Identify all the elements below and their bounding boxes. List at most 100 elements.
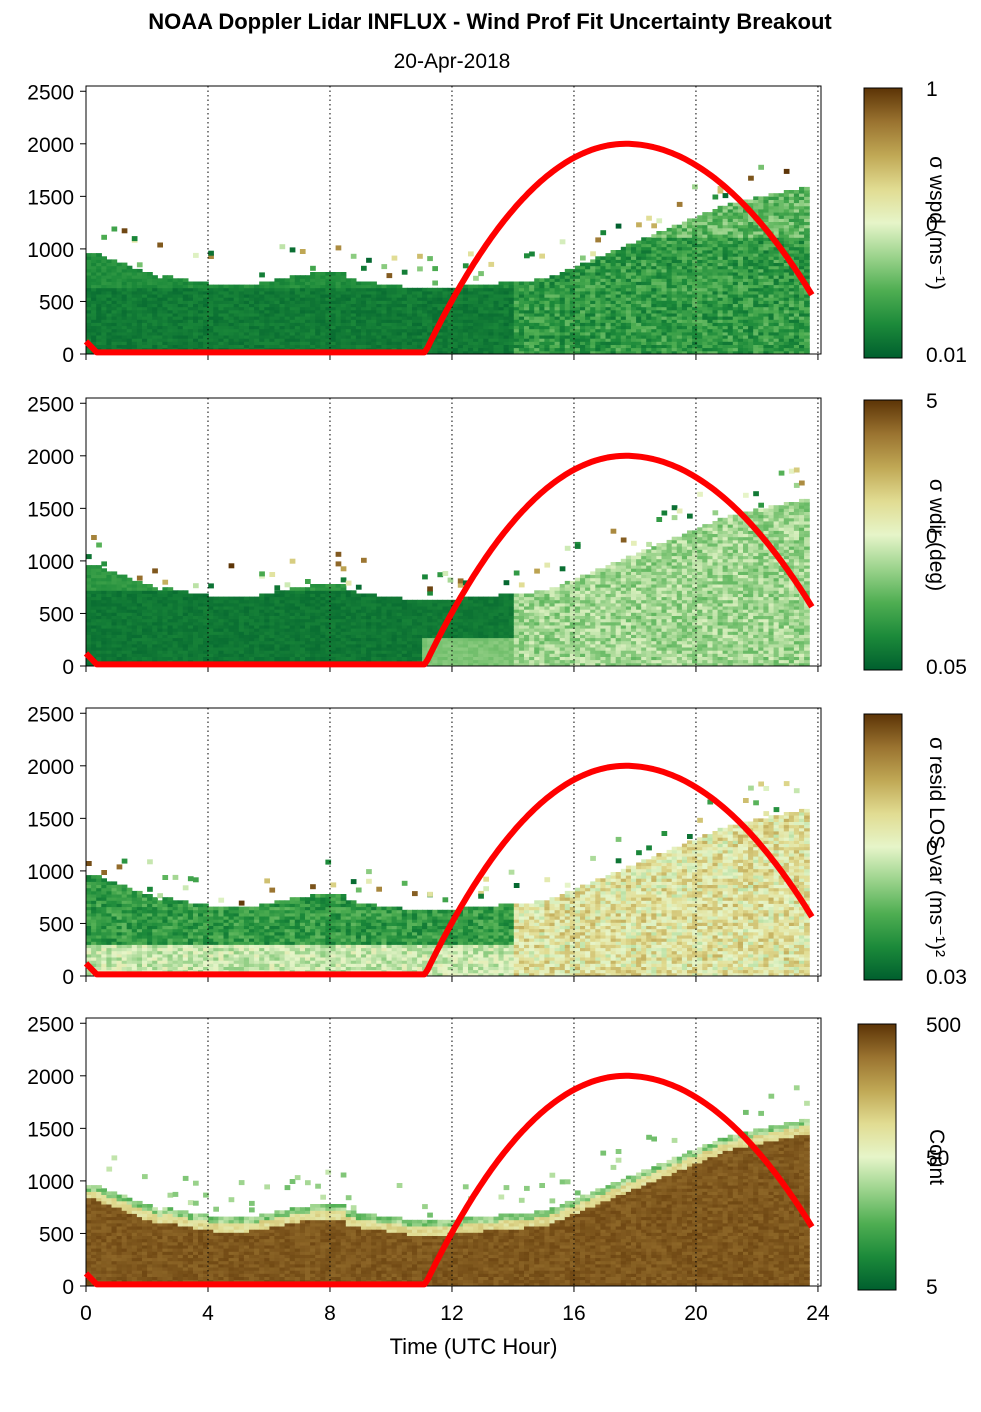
heatmap-cell: [96, 262, 102, 267]
heatmap-cell: [187, 338, 194, 342]
heatmap-cell: [722, 246, 729, 251]
heatmap-cell: [447, 335, 454, 339]
heatmap-cell: [136, 643, 143, 648]
heatmap-cell: [763, 313, 770, 317]
heatmap-cell: [91, 647, 97, 651]
heatmap-cell: [366, 338, 372, 342]
heatmap-cell: [182, 290, 189, 295]
heatmap-cell: [473, 290, 479, 295]
heatmap-cell: [793, 227, 800, 232]
heatmap-cell: [386, 341, 393, 345]
heatmap-cell: [748, 287, 754, 292]
heatmap-cell: [121, 580, 128, 585]
heatmap-cell: [539, 316, 545, 320]
heatmap-cell: [529, 313, 535, 317]
heatmap-cell: [294, 322, 301, 327]
heatmap-cell: [493, 290, 500, 295]
heatmap-cell: [101, 268, 107, 273]
heatmap-cell: [707, 300, 714, 304]
heatmap-cell: [101, 593, 107, 598]
heatmap-cell: [722, 303, 729, 308]
heatmap-cell: [142, 643, 148, 648]
heatmap-cell: [804, 243, 810, 248]
heatmap-cell: [422, 294, 428, 298]
heatmap-cell: [366, 294, 372, 298]
heatmap-cell: [671, 287, 678, 292]
heatmap-cell: [452, 350, 459, 355]
heatmap-cell: [569, 328, 576, 333]
heatmap-cell: [651, 294, 657, 298]
heatmap-cell: [661, 297, 668, 301]
heatmap-cell: [732, 313, 739, 317]
heatmap-cell: [559, 350, 566, 355]
heatmap-cell: [605, 303, 612, 308]
heatmap-cell: [666, 234, 673, 238]
heatmap-cell: [697, 309, 703, 314]
heatmap-cell: [605, 297, 612, 301]
heatmap-cell: [167, 278, 174, 282]
heatmap-cell: [641, 290, 647, 295]
heatmap-cell: [243, 331, 250, 336]
heatmap-cell: [488, 347, 495, 352]
heatmap-cell: [488, 303, 495, 308]
heatmap-cell: [284, 287, 291, 292]
heatmap-cell: [177, 303, 184, 308]
heatmap-cell: [223, 328, 230, 333]
heatmap-cell: [126, 272, 133, 276]
heatmap-cell: [646, 331, 652, 336]
heatmap-cell: [213, 284, 219, 289]
heatmap-cell: [366, 335, 372, 339]
heatmap-cell: [391, 290, 398, 295]
heatmap-cell: [259, 322, 265, 327]
heatmap-cell: [468, 309, 474, 314]
heatmap-cell: [457, 347, 464, 352]
heatmap-cell: [468, 251, 474, 257]
heatmap-cell: [574, 344, 581, 349]
heatmap-cell: [371, 319, 377, 323]
heatmap-cell: [717, 205, 724, 210]
heatmap-cell: [636, 259, 642, 263]
heatmap-cell: [116, 637, 123, 642]
heatmap-cell: [783, 294, 790, 298]
heatmap-cell: [707, 237, 714, 241]
heatmap-cell: [778, 218, 785, 222]
heatmap-cell: [294, 284, 301, 289]
heatmap-cell: [86, 565, 92, 569]
heatmap-cell: [213, 297, 219, 301]
heatmap-cell: [162, 587, 169, 591]
heatmap-cell: [315, 306, 321, 311]
heatmap-cell: [182, 590, 189, 594]
heatmap-cell: [142, 618, 148, 623]
heatmap-cell: [376, 316, 382, 320]
heatmap-cell: [350, 303, 357, 308]
heatmap-cell: [238, 303, 245, 308]
heatmap-cell: [396, 338, 403, 342]
heatmap-cell: [361, 284, 367, 289]
heatmap-cell: [233, 338, 240, 342]
heatmap-cell: [152, 625, 158, 629]
heatmap-cell: [518, 319, 525, 323]
heatmap-cell: [121, 606, 128, 610]
heatmap-cell: [758, 300, 764, 304]
heatmap-cell: [717, 341, 724, 345]
heatmap-cell: [697, 259, 703, 263]
heatmap-cell: [692, 184, 698, 190]
heatmap-cell: [666, 316, 673, 320]
heatmap-cell: [768, 300, 775, 304]
heatmap-cell: [692, 265, 698, 270]
heatmap-cell: [310, 284, 316, 289]
heatmap-cell: [468, 313, 474, 317]
heatmap-cell: [753, 306, 759, 311]
heatmap-cell: [804, 268, 810, 273]
heatmap-cell: [590, 306, 596, 311]
heatmap-cell: [406, 287, 413, 292]
heatmap-cell: [468, 341, 474, 345]
heatmap-cell: [625, 313, 632, 317]
heatmap-cell: [182, 637, 189, 642]
heatmap-cell: [96, 331, 102, 336]
heatmap-cell: [717, 313, 724, 317]
heatmap-cell: [340, 316, 347, 320]
heatmap-cell: [371, 306, 377, 311]
heatmap-cell: [264, 290, 270, 295]
heatmap-cell: [636, 253, 642, 257]
